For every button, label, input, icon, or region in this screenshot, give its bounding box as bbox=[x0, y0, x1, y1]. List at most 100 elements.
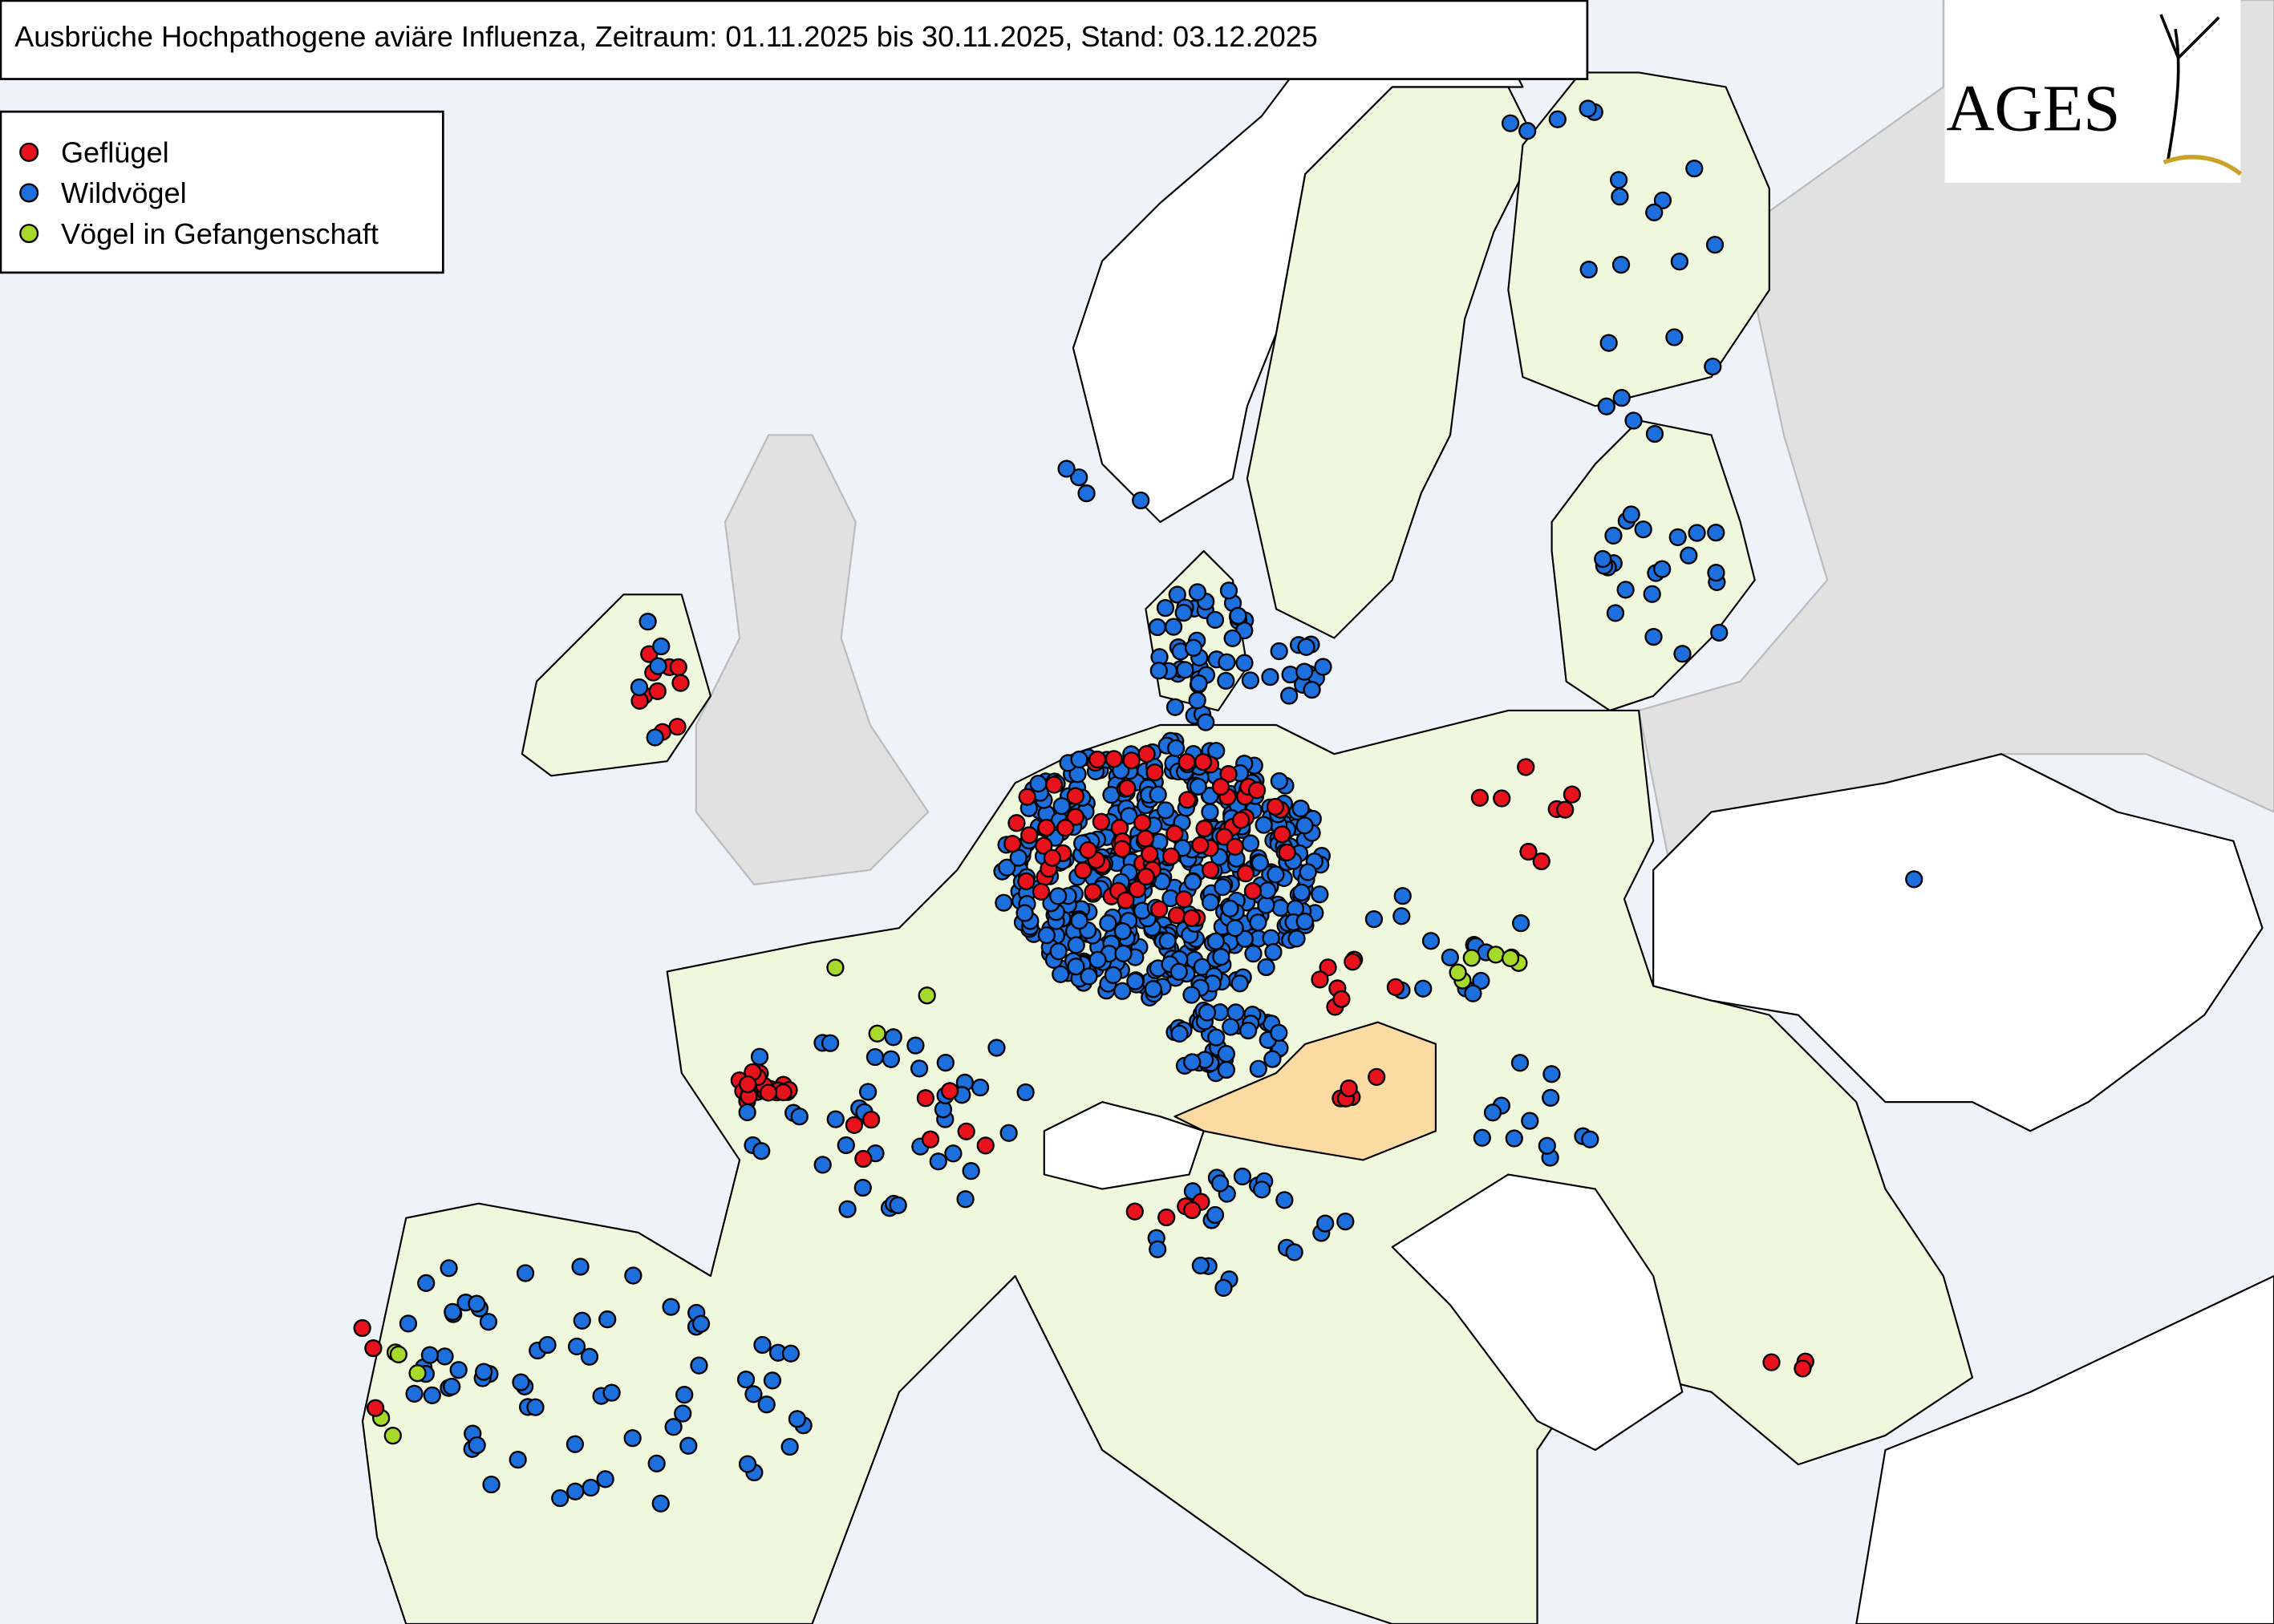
outbreak-marker bbox=[1183, 873, 1202, 891]
outbreak-marker bbox=[1670, 253, 1689, 271]
outbreak-marker bbox=[1368, 1067, 1386, 1086]
outbreak-marker bbox=[1392, 907, 1411, 925]
outbreak-markers bbox=[353, 99, 1923, 1513]
outbreak-marker bbox=[1214, 1278, 1233, 1298]
outbreak-marker bbox=[538, 1335, 557, 1355]
outbreak-marker bbox=[750, 1047, 769, 1066]
outbreak-marker bbox=[995, 893, 1013, 912]
outbreak-marker bbox=[1133, 813, 1152, 832]
outbreak-marker bbox=[1253, 1181, 1271, 1199]
outbreak-marker bbox=[1113, 982, 1132, 1000]
outbreak-marker bbox=[1244, 945, 1263, 963]
outbreak-marker bbox=[1017, 872, 1036, 891]
outbreak-marker bbox=[1278, 843, 1296, 862]
outbreak-marker bbox=[1118, 779, 1137, 797]
outbreak-marker bbox=[1029, 774, 1048, 793]
outbreak-marker bbox=[1132, 491, 1150, 510]
outbreak-marker bbox=[1316, 1214, 1335, 1233]
outbreak-marker bbox=[1049, 942, 1068, 961]
outbreak-marker bbox=[1597, 397, 1615, 415]
outbreak-marker bbox=[1292, 883, 1311, 901]
outbreak-marker bbox=[1707, 564, 1725, 582]
outbreak-marker bbox=[971, 1078, 990, 1097]
outbreak-marker bbox=[1037, 926, 1056, 945]
outbreak-marker bbox=[1003, 834, 1022, 853]
outbreak-marker bbox=[1644, 627, 1663, 646]
outbreak-marker bbox=[1273, 825, 1291, 844]
turkey bbox=[1855, 1274, 2274, 1624]
outbreak-marker bbox=[1222, 1018, 1240, 1036]
logo-figure bbox=[2159, 14, 2220, 160]
outbreak-marker bbox=[1052, 965, 1070, 983]
outbreak-marker bbox=[582, 1478, 600, 1497]
outbreak-marker bbox=[1257, 896, 1275, 914]
outbreak-marker bbox=[1501, 949, 1520, 968]
outbreak-marker bbox=[468, 1436, 486, 1455]
map-title: Ausbrüche Hochpathogene aviäre Influenza… bbox=[14, 20, 1318, 53]
outbreak-marker bbox=[1295, 816, 1314, 835]
outbreak-marker bbox=[646, 728, 664, 747]
outbreak-marker bbox=[383, 1427, 402, 1445]
united-kingdom bbox=[695, 434, 930, 885]
outbreak-marker bbox=[624, 1266, 642, 1285]
outbreak-marker bbox=[1548, 110, 1567, 128]
outbreak-marker bbox=[1099, 914, 1117, 933]
outbreak-marker bbox=[1241, 671, 1260, 690]
outbreak-marker bbox=[1164, 618, 1183, 636]
outbreak-marker bbox=[821, 1034, 840, 1052]
outbreak-marker bbox=[647, 1454, 666, 1472]
outbreak-marker bbox=[526, 1398, 545, 1416]
outbreak-marker bbox=[1505, 1129, 1523, 1148]
outbreak-marker bbox=[436, 1347, 454, 1366]
outbreak-marker bbox=[1066, 787, 1084, 805]
outbreak-marker bbox=[861, 1111, 881, 1129]
outbreak-marker bbox=[1066, 808, 1084, 826]
outbreak-marker bbox=[1705, 236, 1725, 254]
outbreak-marker bbox=[858, 1083, 878, 1101]
outbreak-marker bbox=[353, 1318, 371, 1338]
outbreak-marker bbox=[759, 1083, 778, 1102]
outbreak-marker bbox=[1519, 842, 1538, 861]
outbreak-marker bbox=[648, 682, 667, 701]
outbreak-marker bbox=[1653, 560, 1672, 578]
outbreak-marker bbox=[1710, 623, 1729, 642]
outbreak-marker bbox=[936, 1053, 955, 1072]
outbreak-marker bbox=[566, 1482, 585, 1500]
outbreak-marker bbox=[1067, 936, 1085, 954]
outbreak-marker bbox=[1183, 1201, 1202, 1220]
outbreak-marker bbox=[1144, 980, 1162, 998]
outbreak-marker bbox=[399, 1314, 418, 1333]
outbreak-marker bbox=[918, 986, 936, 1005]
outbreak-marker bbox=[638, 612, 657, 631]
outbreak-marker bbox=[364, 1338, 383, 1358]
outbreak-marker bbox=[651, 1494, 670, 1513]
outbreak-marker bbox=[649, 657, 667, 675]
outbreak-marker bbox=[1344, 953, 1362, 971]
outbreak-marker bbox=[1217, 1060, 1235, 1079]
outbreak-marker bbox=[1680, 546, 1698, 565]
outbreak-marker bbox=[1624, 411, 1643, 430]
outbreak-marker bbox=[1668, 528, 1687, 546]
outbreak-marker bbox=[788, 1410, 806, 1428]
outbreak-marker bbox=[1178, 791, 1197, 809]
outbreak-marker bbox=[1297, 638, 1315, 656]
outbreak-marker bbox=[1150, 900, 1169, 918]
outbreak-marker bbox=[1319, 958, 1337, 977]
outbreak-marker bbox=[999, 1124, 1018, 1142]
outbreak-marker bbox=[1169, 962, 1188, 981]
logo-text: AGES bbox=[1946, 71, 2120, 145]
outbreak-marker bbox=[1521, 1112, 1539, 1130]
outbreak-marker bbox=[1281, 665, 1299, 684]
outbreak-marker bbox=[739, 1075, 757, 1094]
outbreak-marker bbox=[417, 1274, 436, 1293]
outbreak-marker bbox=[1486, 946, 1505, 964]
outbreak-marker bbox=[1311, 885, 1329, 904]
outbreak-marker bbox=[1079, 840, 1097, 860]
outbreak-marker bbox=[962, 1162, 980, 1181]
outbreak-marker bbox=[1207, 1028, 1226, 1047]
outbreak-marker bbox=[623, 1429, 642, 1448]
outbreak-marker bbox=[662, 1298, 680, 1316]
outbreak-marker bbox=[1243, 881, 1263, 901]
outbreak-marker bbox=[691, 1314, 711, 1333]
outbreak-marker bbox=[1267, 865, 1285, 884]
